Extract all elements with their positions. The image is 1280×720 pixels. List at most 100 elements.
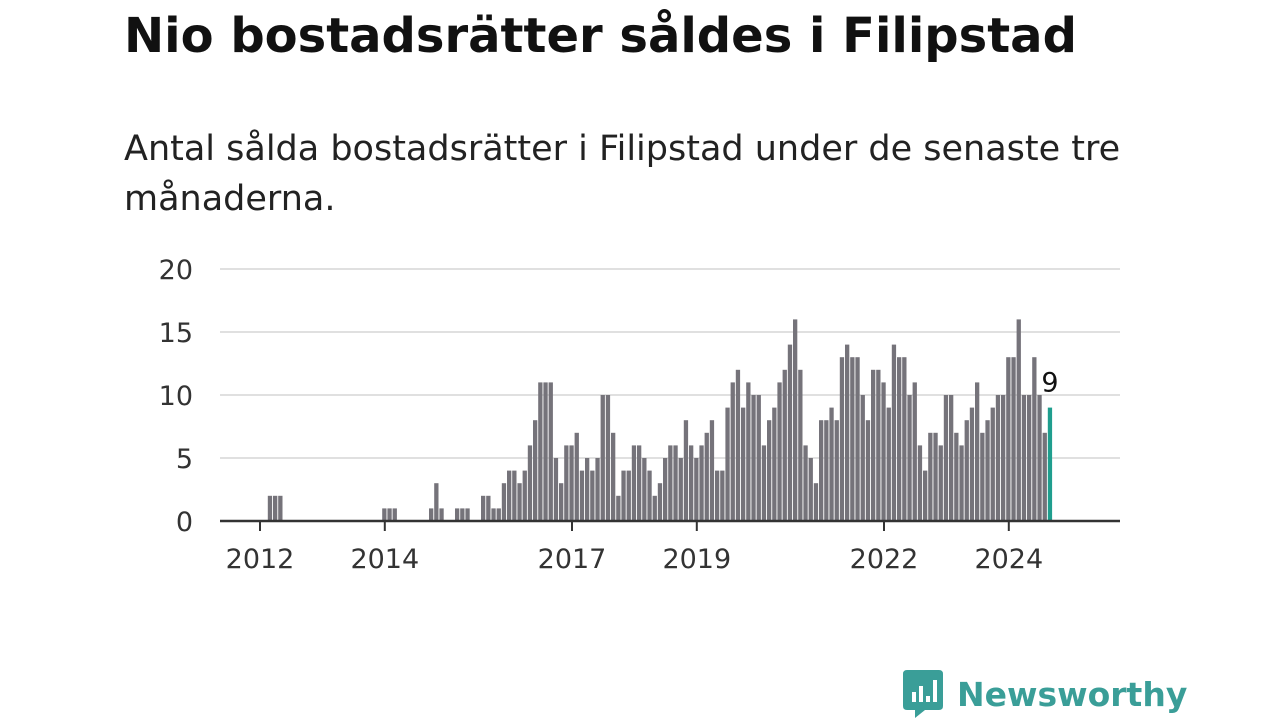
bar: [616, 495, 621, 521]
bar: [819, 420, 824, 521]
bar: [871, 369, 876, 521]
bar: [621, 470, 626, 521]
bar: [933, 432, 938, 521]
bar: [382, 508, 387, 521]
bar: [1011, 357, 1016, 521]
y-tick-label: 5: [176, 444, 193, 475]
bar: [782, 369, 787, 521]
bar: [954, 432, 959, 521]
bar: [439, 508, 444, 521]
bar: [756, 395, 761, 521]
bar: [392, 508, 397, 521]
bar: [923, 470, 928, 521]
brand[interactable]: Newsworthy: [903, 670, 1187, 718]
bar: [798, 369, 803, 521]
y-tick-label: 10: [159, 381, 193, 412]
bar: [709, 420, 715, 521]
bar: [938, 445, 943, 521]
x-tick-label: 2012: [226, 544, 295, 575]
brand-name: Newsworthy: [957, 674, 1188, 714]
bar: [538, 382, 543, 521]
bar: [803, 445, 808, 521]
bar: [834, 420, 839, 521]
x-tick-label: 2019: [662, 544, 731, 575]
bar: [434, 483, 439, 521]
bar: [278, 495, 283, 521]
bar: [917, 445, 923, 521]
bar: [725, 407, 730, 521]
bar: [787, 344, 793, 521]
bar: [522, 470, 527, 521]
bar: [647, 470, 652, 521]
bar: [1042, 432, 1047, 521]
bar: [793, 319, 798, 521]
bar: [533, 420, 538, 521]
bar: [777, 382, 782, 521]
newsworthy-logo-icon: [903, 670, 943, 718]
bar: [829, 407, 834, 521]
bar: [481, 495, 486, 521]
bar: [1001, 395, 1006, 521]
bar: [850, 357, 855, 521]
bar: [949, 395, 954, 521]
x-tick-label: 2024: [974, 544, 1043, 575]
bar: [704, 432, 709, 521]
bar: [626, 470, 631, 521]
bar: [860, 395, 865, 521]
bar: [637, 445, 642, 521]
bar: [673, 445, 678, 521]
bar: [865, 420, 871, 521]
bar: [1006, 357, 1011, 521]
bar: [678, 458, 683, 521]
chart-title: Nio bostadsrätter såldes i Filipstad: [124, 8, 1077, 64]
bar: [694, 458, 699, 521]
bar: [574, 432, 579, 521]
bar: [579, 470, 585, 521]
bar: [845, 344, 850, 521]
bar: [897, 357, 902, 521]
bars: 9: [267, 319, 1059, 521]
bar: [928, 432, 933, 521]
bar: [886, 407, 891, 521]
x-tick-label: 2014: [350, 544, 419, 575]
bar: [564, 445, 569, 521]
bar: [465, 508, 470, 521]
bar: [1027, 395, 1032, 521]
bar: [891, 344, 897, 521]
bar: [663, 458, 668, 521]
bar: [1021, 395, 1027, 521]
y-tick-label: 20: [159, 255, 193, 286]
y-axis-labels: 0 5 10 15 20: [159, 255, 193, 538]
bar: [741, 407, 746, 521]
bar: [975, 382, 980, 521]
bar: [585, 458, 590, 521]
bar: [642, 458, 647, 521]
bar: [611, 432, 616, 521]
bar: [273, 495, 278, 521]
bar: [824, 420, 829, 521]
bar: [761, 445, 767, 521]
bar: [455, 508, 460, 521]
bar: [517, 483, 522, 521]
bar: [969, 407, 975, 521]
bar: [980, 432, 985, 521]
bar: [501, 483, 507, 521]
bar: [590, 470, 595, 521]
bar: [730, 382, 735, 521]
bar: [767, 420, 772, 521]
bar-highlight: [1047, 407, 1053, 521]
x-axis: [220, 519, 1120, 531]
bar: [600, 395, 605, 521]
y-tick-label: 15: [159, 318, 193, 349]
bar: [907, 395, 912, 521]
bar: [735, 369, 741, 521]
bar: [751, 395, 756, 521]
bar-chart: 0 5 10 15 20 9 2012 2014 2017 2019 2022 2024: [159, 255, 1120, 575]
bar: [553, 458, 559, 521]
bar: [605, 395, 611, 521]
bar: [964, 420, 969, 521]
bar: [902, 357, 907, 521]
bar: [595, 458, 600, 521]
bar: [527, 445, 533, 521]
bar: [267, 495, 273, 521]
